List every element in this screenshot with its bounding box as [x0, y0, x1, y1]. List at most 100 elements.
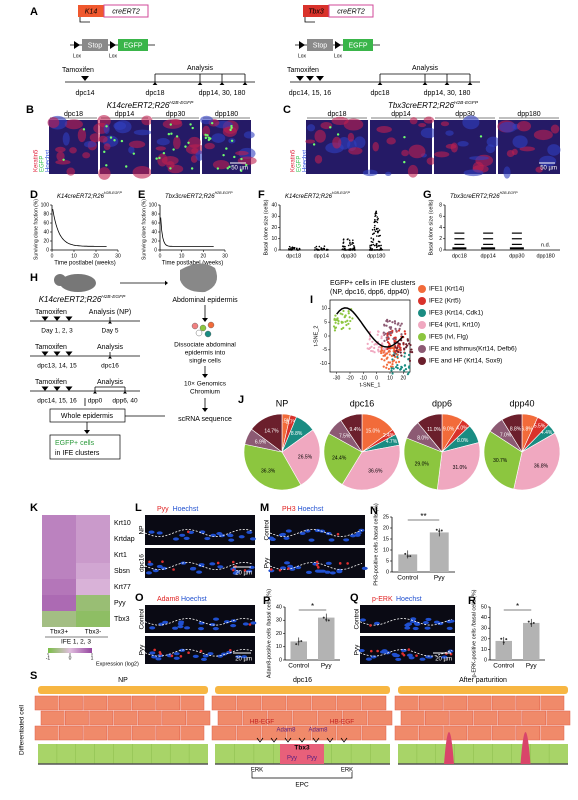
tsne-dot — [373, 351, 376, 354]
nd-label: n.d. — [541, 242, 551, 248]
tsne-dot — [403, 355, 406, 358]
micrograph-egfp — [228, 165, 231, 169]
label: EGFP — [123, 42, 142, 49]
slice-label: 9.4% — [349, 427, 361, 433]
clone-dot — [351, 243, 353, 245]
micrograph-egfp — [240, 157, 243, 161]
mouse — [60, 274, 96, 292]
axis-label: p-ERK-positive cells /basal cells (%) — [471, 589, 477, 677]
axis-label: Surviving clone fraction (%) — [141, 199, 147, 260]
pie-title: dpp6 — [432, 398, 452, 408]
nucleus — [192, 654, 199, 659]
slice-label: 11.0% — [427, 427, 441, 433]
clone-dot — [318, 245, 321, 248]
tsne-dot — [388, 319, 391, 323]
x-tick-label: 20 — [201, 253, 207, 259]
panel-label: A — [30, 6, 38, 18]
micrograph-signal — [462, 115, 480, 130]
y-tick-label: -5 — [323, 347, 328, 353]
tsne-dot — [337, 322, 340, 325]
micrograph-signal — [82, 152, 91, 159]
nucleus — [299, 531, 306, 536]
micrograph-signal — [62, 132, 70, 146]
label: Chromium — [190, 389, 220, 396]
tsne-dot — [334, 319, 337, 322]
label: Tamoxifen — [287, 67, 319, 74]
replicate-dot — [325, 618, 328, 621]
tsne-dot — [396, 346, 399, 349]
y-tick-label: 10 — [271, 236, 277, 242]
y-tick-label: 0 — [274, 247, 277, 253]
label: Lox — [298, 53, 307, 59]
suprabasal-cell — [286, 725, 312, 741]
tsne-dot — [396, 355, 399, 359]
micrograph-signal — [539, 155, 557, 167]
arrowhead — [202, 374, 208, 378]
lox — [110, 41, 116, 49]
micrograph-signal — [418, 123, 427, 128]
micrograph-signal — [445, 130, 454, 136]
y-tick-label: 0 — [484, 657, 487, 663]
section-image — [360, 636, 455, 664]
y-tick-label: 40 — [481, 615, 487, 621]
micrograph-signal — [98, 167, 111, 180]
tsne-dot — [347, 310, 350, 313]
col-label: Tbx3+ — [50, 629, 68, 636]
trajectory — [336, 307, 404, 348]
x-tick-label: 20 — [401, 375, 407, 381]
legend-swatch — [418, 357, 426, 365]
tsne-dot — [344, 314, 347, 317]
suprabasal-cell — [131, 695, 156, 711]
suprabasal-cell — [522, 710, 546, 726]
panel-label: G — [423, 189, 432, 201]
micrograph-signal — [202, 125, 211, 137]
condition-label: Control — [264, 519, 271, 541]
panel-label: S — [30, 670, 37, 682]
tsne-dot — [346, 319, 349, 322]
y-tick-label: 2 — [439, 236, 442, 242]
micrograph-signal — [535, 166, 543, 173]
replicate-dot — [322, 616, 325, 619]
suprabasal-cell — [59, 725, 83, 741]
nucleus — [149, 626, 156, 630]
pie-slice — [403, 437, 443, 491]
basement-line — [359, 618, 453, 626]
tsne-dot — [376, 333, 379, 336]
clone-dot — [314, 249, 316, 251]
tsne-dot — [387, 337, 390, 340]
label: Dissociate abdominal — [174, 342, 236, 349]
label: dpp180 — [517, 111, 540, 118]
arrowhead — [467, 82, 473, 85]
x-tick-label: 10 — [71, 253, 77, 259]
micrograph-signal — [547, 144, 561, 156]
micrograph-egfp — [312, 143, 316, 146]
axis-label: Basal clone size (cells) — [428, 199, 434, 255]
micrograph-signal — [195, 150, 204, 161]
clone-dot — [353, 244, 355, 247]
y-tick-label: 5 — [386, 558, 389, 564]
tsne-dot — [388, 342, 391, 345]
nucleus — [241, 655, 248, 659]
x-tick-label: Pyy — [526, 663, 538, 670]
tsne-dot — [403, 348, 406, 351]
tsne-dot — [391, 329, 394, 332]
suprabasal-cell — [311, 725, 337, 741]
tsne-dot — [343, 316, 346, 319]
suprabasal-cell — [361, 695, 387, 711]
row-label: Krt77 — [114, 584, 131, 591]
tsne-dot — [373, 343, 376, 346]
promoter-arrow — [79, 17, 90, 23]
tsne-dot — [396, 353, 399, 356]
y-tick-label: 60 — [151, 220, 157, 226]
label: single cells — [189, 358, 222, 365]
x-tick-label: 10 — [179, 253, 185, 259]
x-tick-label: dpp14 — [314, 253, 329, 259]
micrograph-signal — [457, 141, 469, 147]
legend-label: IFE3 (Krt14, Cdk1) — [429, 310, 483, 317]
nucleus — [305, 570, 312, 574]
condition-label: Pyy — [354, 644, 361, 656]
suprabasal-cell — [59, 695, 83, 711]
stage-label: NP — [118, 677, 128, 684]
nucleus — [425, 617, 432, 622]
tsne-dot — [371, 340, 374, 343]
